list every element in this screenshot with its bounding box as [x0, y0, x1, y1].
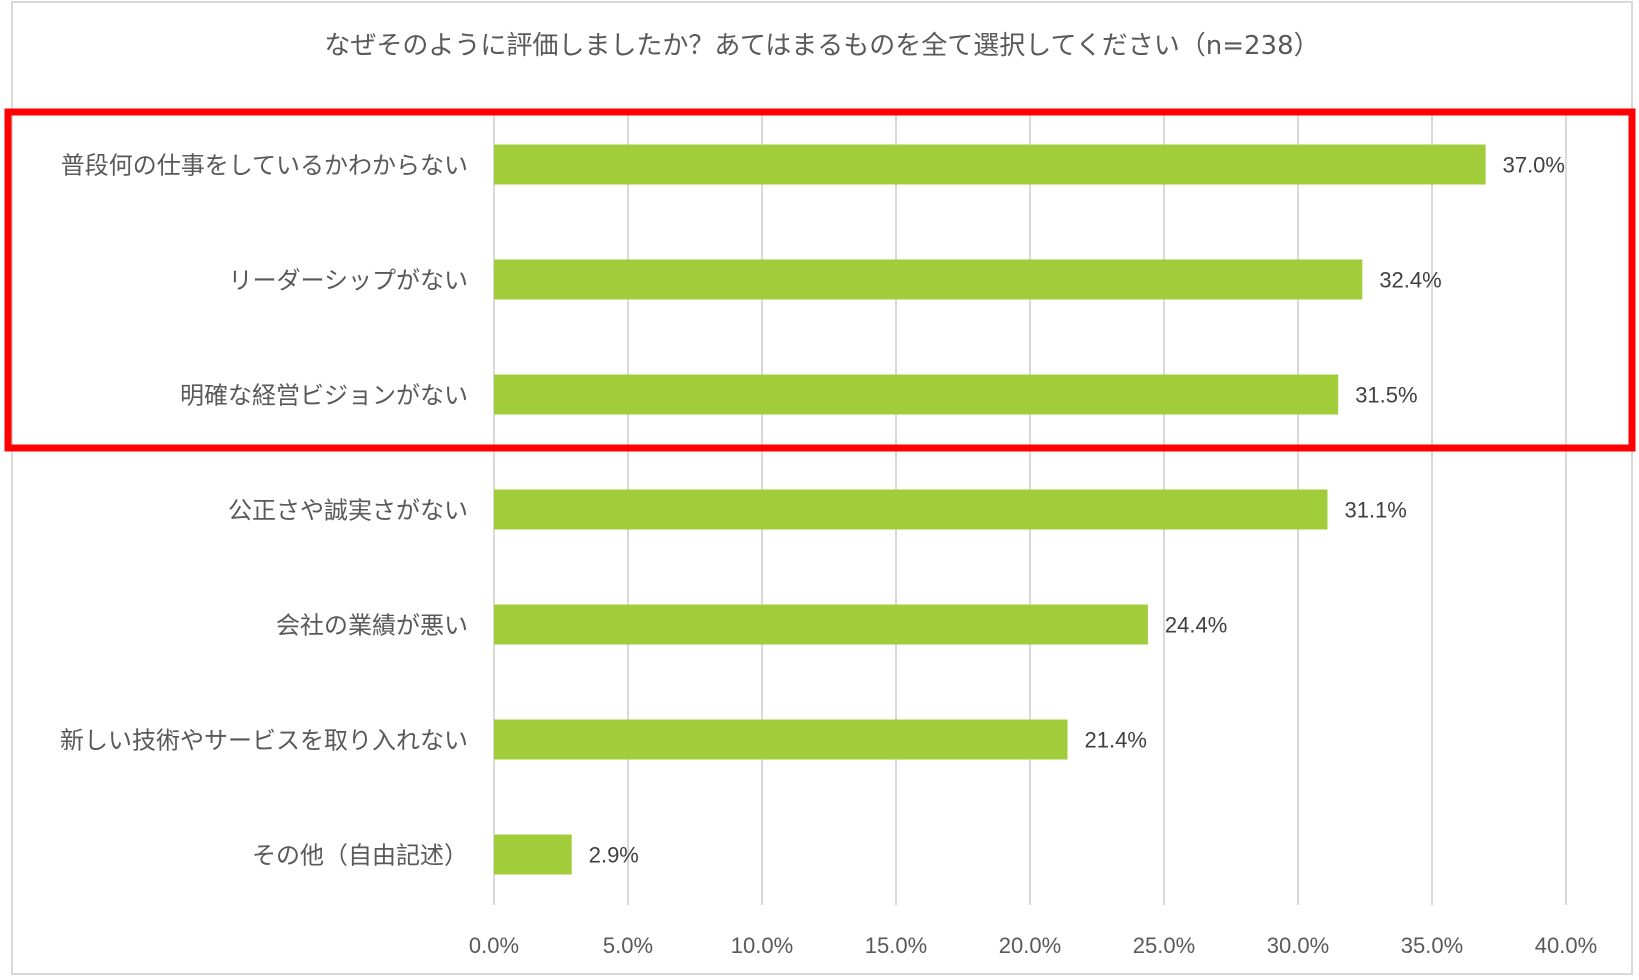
- bar: [494, 719, 1068, 760]
- x-tick-label: 0.0%: [469, 933, 519, 958]
- data-label: 37.0%: [1503, 153, 1565, 178]
- category-label: 新しい技術やサービスを取り入れない: [60, 727, 468, 755]
- data-label: 31.5%: [1355, 383, 1417, 408]
- chart-title: なぜそのように評価しましたか？あてはまるものを全て選択してください（n=238）: [324, 31, 1319, 61]
- x-tick-label: 30.0%: [1267, 933, 1329, 958]
- category-label: 公正さや誠実さがない: [228, 497, 468, 525]
- category-label: 明確な経営ビジョンがない: [180, 382, 468, 410]
- category-label: 会社の業績が悪い: [276, 612, 468, 640]
- x-axis-tick-labels: 0.0% 5.0% 10.0% 15.0% 20.0% 25.0% 30.0% 35.0% 40…: [469, 933, 1597, 958]
- data-labels: 37.0% 32.4% 31.5% 31.1% 24.4% 21.4% 2.9%: [589, 153, 1565, 868]
- category-label: その他（自由記述）: [252, 842, 468, 870]
- bar: [494, 144, 1486, 185]
- x-tick-label: 25.0%: [1133, 933, 1195, 958]
- x-tick-label: 20.0%: [999, 933, 1061, 958]
- x-tick-label: 10.0%: [731, 933, 793, 958]
- x-tick-label: 5.0%: [603, 933, 653, 958]
- x-tick-label: 15.0%: [865, 933, 927, 958]
- data-label: 32.4%: [1379, 268, 1441, 293]
- highlight-box: [4, 108, 1636, 452]
- category-label: リーダーシップがない: [228, 267, 468, 295]
- bar: [494, 374, 1339, 415]
- bar: [494, 604, 1148, 645]
- data-label: 24.4%: [1165, 613, 1227, 638]
- bars: [494, 144, 1486, 875]
- bar: [494, 489, 1328, 530]
- x-tick-label: 40.0%: [1535, 933, 1597, 958]
- data-label: 21.4%: [1085, 728, 1147, 753]
- data-label: 31.1%: [1344, 498, 1406, 523]
- x-tick-label: 35.0%: [1401, 933, 1463, 958]
- category-labels: 普段何の仕事をしているかわからないリーダーシップがない明確な経営ビジョンがない公…: [60, 152, 468, 870]
- bar: [494, 834, 572, 875]
- category-label: 普段何の仕事をしているかわからない: [61, 152, 468, 180]
- data-label: 2.9%: [589, 843, 639, 868]
- bar: [494, 259, 1363, 300]
